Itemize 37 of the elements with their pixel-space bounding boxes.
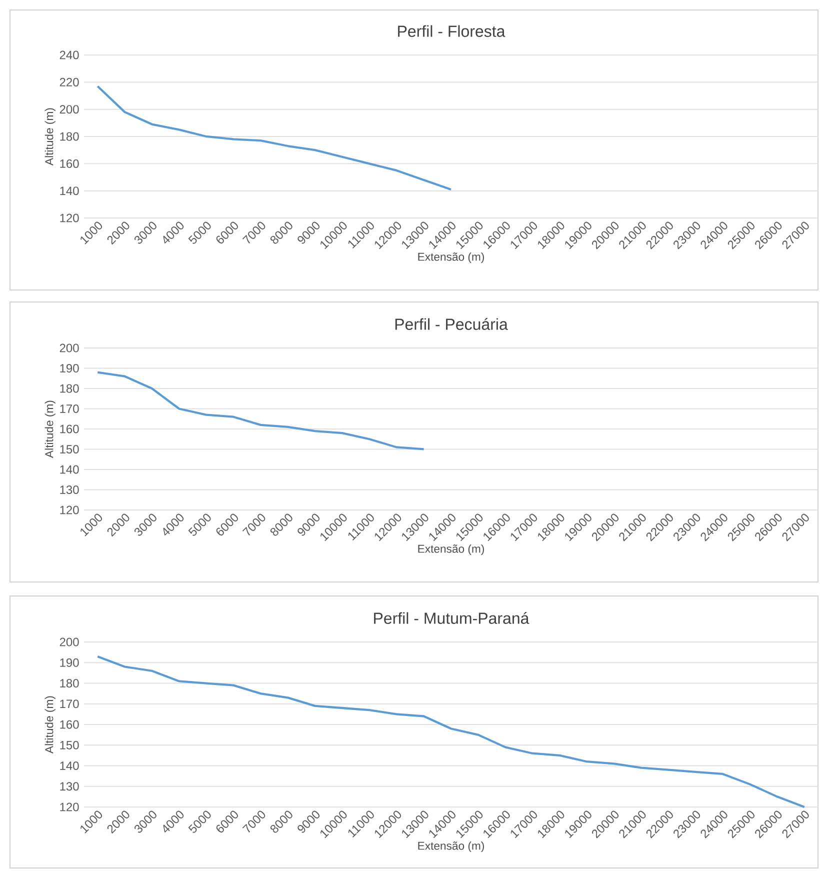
y-tick-label: 240	[60, 50, 79, 60]
chart-title: Perfil - Pecuária	[395, 318, 508, 330]
y-tick-label: 160	[60, 720, 79, 729]
y-tick-label: 140	[60, 761, 79, 770]
x-axis-title: Extensão (m)	[418, 841, 484, 852]
y-tick-label: 120	[60, 802, 79, 812]
y-tick-label: 120	[60, 506, 79, 514]
chart-title: Perfil - Mutum-Paraná	[374, 612, 530, 624]
y-tick-label: 160	[60, 159, 79, 168]
x-axis-title: Extensão (m)	[418, 252, 484, 264]
y-tick-label: 140	[60, 465, 79, 474]
y-tick-label: 190	[60, 364, 79, 373]
x-axis-title: Extensão (m)	[418, 544, 484, 556]
y-tick-label: 180	[60, 384, 79, 393]
y-tick-label: 200	[60, 105, 79, 114]
y-tick-label: 150	[60, 444, 79, 454]
y-tick-label: 170	[60, 700, 79, 708]
y-axis-title: Altitude (m)	[44, 400, 56, 458]
y-tick-label: 190	[60, 658, 79, 667]
y-tick-label: 180	[60, 132, 79, 141]
y-tick-label: 200	[60, 638, 79, 646]
y-tick-label: 130	[60, 485, 79, 494]
y-tick-label: 130	[60, 782, 79, 791]
y-axis-title: Altitude (m)	[44, 696, 56, 754]
y-tick-label: 150	[60, 740, 79, 750]
line-series	[96, 85, 452, 191]
line-series	[96, 371, 425, 450]
y-tick-label: 140	[60, 186, 79, 196]
y-tick-label: 160	[60, 424, 79, 434]
y-tick-label: 180	[60, 679, 79, 688]
chart-title: Perfil - Floresta	[398, 25, 506, 37]
line-series	[96, 655, 806, 808]
y-tick-label: 120	[60, 214, 79, 222]
y-tick-label: 220	[60, 78, 79, 86]
y-tick-label: 200	[60, 344, 79, 352]
y-tick-label: 170	[60, 404, 79, 414]
y-axis-title: Altitude (m)	[44, 108, 56, 166]
